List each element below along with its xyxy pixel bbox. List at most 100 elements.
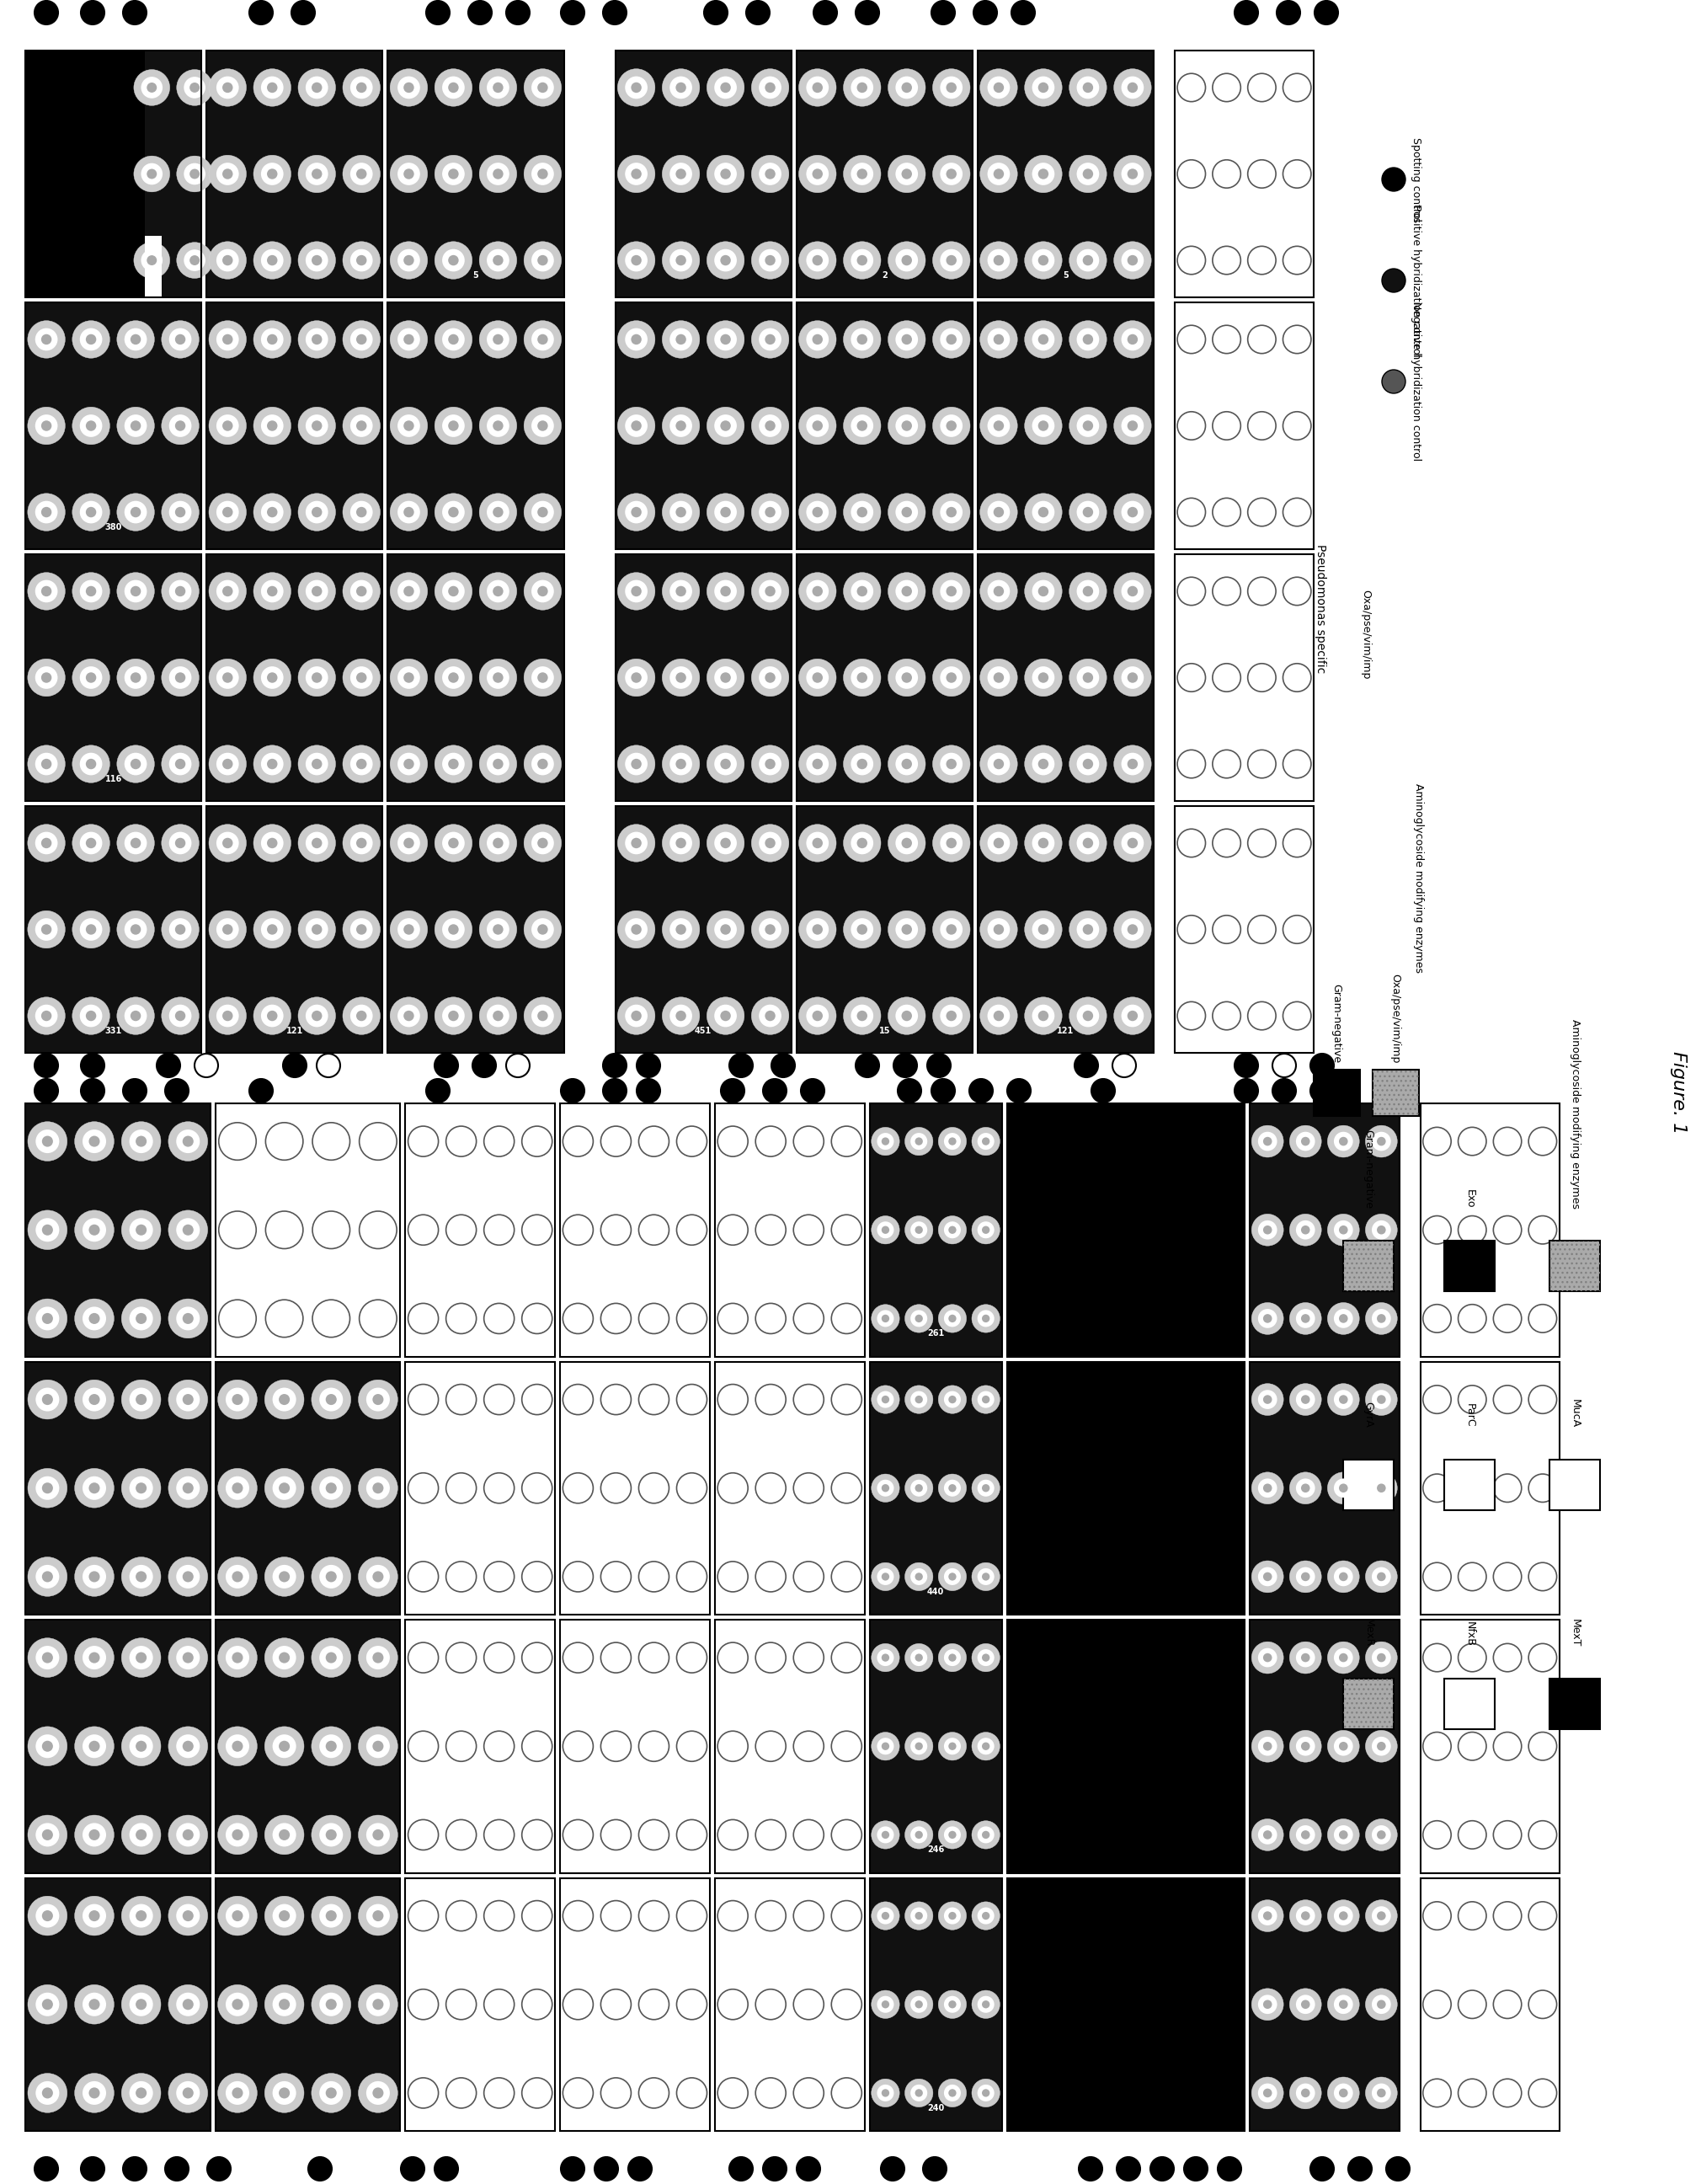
- Circle shape: [1264, 1315, 1272, 1324]
- Circle shape: [366, 2081, 390, 2105]
- Circle shape: [538, 422, 548, 430]
- Circle shape: [117, 321, 154, 358]
- Circle shape: [1365, 1214, 1398, 1245]
- Circle shape: [36, 1129, 59, 1153]
- Circle shape: [80, 328, 102, 352]
- Circle shape: [877, 1996, 894, 2014]
- Circle shape: [1252, 1302, 1284, 1334]
- Bar: [25, 1103, 210, 1356]
- Circle shape: [856, 507, 867, 518]
- Circle shape: [872, 1304, 899, 1332]
- Circle shape: [946, 168, 957, 179]
- Circle shape: [358, 1815, 397, 1854]
- Circle shape: [129, 1129, 153, 1153]
- Circle shape: [843, 406, 880, 446]
- Circle shape: [217, 249, 239, 271]
- Circle shape: [812, 1011, 823, 1022]
- Circle shape: [75, 1210, 114, 1249]
- Bar: [977, 806, 1153, 1053]
- Circle shape: [1289, 1900, 1321, 1931]
- Circle shape: [675, 839, 687, 847]
- Circle shape: [675, 585, 687, 596]
- Bar: [25, 1361, 210, 1614]
- Circle shape: [977, 1649, 994, 1666]
- Circle shape: [176, 1824, 200, 1848]
- Circle shape: [1328, 1642, 1358, 1673]
- Circle shape: [914, 1743, 923, 1749]
- Circle shape: [938, 1562, 967, 1590]
- Circle shape: [765, 758, 775, 769]
- Circle shape: [217, 1728, 258, 1767]
- Circle shape: [217, 76, 239, 98]
- Bar: [1175, 50, 1314, 297]
- Circle shape: [27, 823, 64, 863]
- Circle shape: [675, 334, 687, 345]
- Circle shape: [1082, 507, 1094, 518]
- Circle shape: [129, 1387, 153, 1411]
- Circle shape: [1289, 1214, 1321, 1245]
- Circle shape: [707, 998, 745, 1035]
- Circle shape: [531, 917, 555, 941]
- Circle shape: [636, 1053, 660, 1077]
- Circle shape: [812, 585, 823, 596]
- Circle shape: [312, 168, 322, 179]
- Circle shape: [222, 585, 232, 596]
- Circle shape: [1301, 2088, 1309, 2097]
- Circle shape: [117, 823, 154, 863]
- Circle shape: [124, 415, 148, 437]
- Circle shape: [906, 1474, 933, 1503]
- Circle shape: [1114, 70, 1152, 107]
- Circle shape: [343, 745, 380, 782]
- Circle shape: [1082, 839, 1094, 847]
- Circle shape: [468, 0, 492, 24]
- Circle shape: [222, 83, 232, 92]
- Circle shape: [88, 1570, 100, 1581]
- Bar: [616, 50, 792, 297]
- Circle shape: [1235, 1053, 1258, 1077]
- Text: 121: 121: [1057, 1026, 1074, 1035]
- Circle shape: [806, 832, 829, 854]
- Circle shape: [721, 924, 731, 935]
- Circle shape: [326, 2088, 338, 2099]
- Circle shape: [1235, 1079, 1258, 1103]
- Circle shape: [948, 1225, 957, 1234]
- Circle shape: [872, 1902, 899, 1931]
- Circle shape: [626, 1005, 648, 1026]
- Circle shape: [217, 1985, 258, 2025]
- Circle shape: [343, 70, 380, 107]
- Circle shape: [75, 1123, 114, 1162]
- Circle shape: [1128, 924, 1138, 935]
- Circle shape: [305, 917, 327, 941]
- Circle shape: [148, 83, 156, 92]
- Circle shape: [675, 168, 687, 179]
- Circle shape: [226, 1476, 249, 1500]
- Circle shape: [1082, 334, 1094, 345]
- Circle shape: [889, 406, 926, 446]
- Circle shape: [122, 1210, 161, 1249]
- Circle shape: [397, 500, 421, 524]
- Circle shape: [298, 242, 336, 280]
- Circle shape: [1333, 1736, 1353, 1756]
- Circle shape: [617, 572, 655, 609]
- Circle shape: [27, 2073, 68, 2112]
- Circle shape: [889, 70, 926, 107]
- Circle shape: [34, 2158, 58, 2180]
- Circle shape: [42, 1393, 53, 1404]
- Circle shape: [851, 415, 873, 437]
- Circle shape: [129, 2081, 153, 2105]
- Circle shape: [1301, 1483, 1309, 1492]
- Circle shape: [626, 832, 648, 854]
- Circle shape: [1328, 1214, 1358, 1245]
- Circle shape: [872, 1385, 899, 1413]
- Circle shape: [124, 832, 148, 854]
- Circle shape: [1333, 1568, 1353, 1586]
- Circle shape: [434, 823, 471, 863]
- Circle shape: [987, 832, 1009, 854]
- Circle shape: [83, 1566, 107, 1588]
- Text: Spotting control: Spotting control: [1411, 138, 1421, 221]
- Circle shape: [1258, 2084, 1277, 2103]
- Circle shape: [1077, 753, 1099, 775]
- Circle shape: [1128, 839, 1138, 847]
- Circle shape: [366, 1647, 390, 1669]
- Circle shape: [661, 998, 700, 1035]
